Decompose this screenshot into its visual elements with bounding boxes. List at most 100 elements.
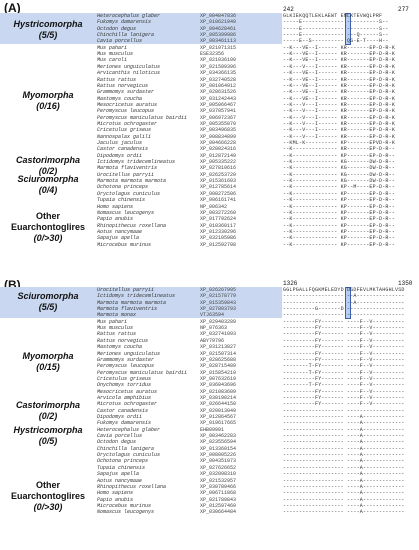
group-count: (0/4): [38, 185, 58, 195]
accession-id: XP_006161741: [200, 197, 237, 204]
sequence: --K-------------- KP-------EP-D-R--: [283, 228, 396, 235]
sequence: ----------FY------- ----F--V----------: [283, 344, 405, 351]
sequence: --K---V---I------ KR-------EP-D-R-K: [283, 120, 396, 127]
species-name: Cavia porcellus: [97, 38, 143, 45]
accession-id: XP_006711868: [200, 490, 237, 497]
panel-b: (B) 1326 1350 Sciuromorpha (5/5) Myomorp…: [0, 270, 419, 550]
sequence: ----------FY------- ----F--V----------: [283, 331, 405, 338]
accession-id: XP_004666228: [200, 140, 237, 146]
species-name: Mastomys coucha: [97, 344, 143, 351]
species-name: Rattus rattus: [97, 331, 137, 338]
sequence: --K-------------- KP-------EP-D-R--: [283, 190, 396, 197]
accession-id: XP_032740528: [200, 76, 237, 83]
species-name: Octodon degus: [97, 25, 137, 32]
accession-id: XP_032741093: [200, 331, 237, 338]
accession-id: XP_004847836: [200, 13, 237, 19]
species-name: Grammomys surdaster: [97, 89, 155, 96]
group-count: (0/15): [36, 362, 60, 372]
sequence: --K-------------- KP-------EP-D-R--: [283, 216, 396, 223]
group-name: Hystricomorpha: [13, 19, 83, 29]
accession-id: XP_012785614: [200, 184, 237, 191]
species-name: Microcebus murinus: [97, 502, 152, 509]
sequence: --K---V---I------ KR-------EP-D-R-K: [283, 63, 396, 70]
accession-id: XP_032105986: [200, 235, 237, 242]
accession-id: XP_003496835: [200, 127, 237, 134]
species-name: Urocitellus parryii: [97, 171, 155, 178]
group-myomorpha: Myomorpha (0/16): [0, 90, 96, 112]
species-name: Mus pahari: [97, 44, 128, 51]
species-name: Papio anubis: [97, 496, 134, 503]
species-name: Nomascus leucogenys: [97, 509, 155, 516]
group-name: Castorimorpha: [15, 155, 80, 165]
sequence: --K-------------- KP-------EP-D-R--: [283, 222, 396, 229]
species-name: Grammomys surdaster: [97, 356, 155, 363]
sequence: ------------------- --A---------------: [283, 293, 405, 300]
sequence: ------------------- ----A-------------: [283, 420, 405, 427]
accession-id: XP_003272260: [200, 209, 237, 216]
sequence: --K-------------- KP-------EP-D-R--: [283, 203, 396, 210]
group-other-euarchontoglires: Other Euarchontoglires (0/>30): [0, 480, 96, 513]
panel-a-highlight: [0, 13, 282, 44]
accession-id: XP_038190214: [200, 394, 237, 401]
sequence: GGLPGALLFQGKMELEDYD DSDFEVLMKTAHGHLVSD: [283, 287, 405, 293]
accession-id: XP_031242443: [200, 95, 237, 102]
sequence: --------T-FY------- ----F--V----------: [283, 382, 405, 389]
species-name: Heterocephalus glaber: [97, 426, 161, 433]
sequence: GLKIEKQQTLEKLAEWT ENLKTEVWQLPRF: [283, 13, 383, 19]
accession-id: XP_013360154: [200, 445, 237, 452]
accession-id: XP_003461113: [200, 38, 237, 45]
group-count: (0/16): [36, 101, 60, 111]
species-name: Dipodomys ordii: [97, 414, 143, 420]
sequence: ----------FY------- ----F--V----------: [283, 401, 405, 408]
accession-id: XP_031213827: [200, 344, 237, 351]
species-name: Mesocricetus auratus: [97, 388, 158, 395]
accession-id: ABY79796: [200, 337, 225, 344]
accession-id: XP_012864567: [200, 414, 237, 420]
sequence: ------------------- ----A-------------: [283, 490, 405, 497]
sequence: --K-------------- KG-------DW-D-R--: [283, 165, 396, 172]
accession-id: XP_015361603: [200, 178, 237, 185]
accession-id: XP_005066467: [200, 101, 237, 108]
species-name: Mus caroli: [97, 57, 128, 64]
species-name: Chinchilla lanigera: [97, 32, 155, 39]
accession-id: XP_015359843: [200, 299, 237, 306]
species-name: Tupaia chinensis: [97, 464, 146, 471]
group-sciuromorpha: Sciuromorpha (0/4): [0, 174, 96, 196]
sequence: -----E------------- ----------S--: [283, 19, 389, 26]
group-name: Myomorpha: [22, 90, 74, 100]
sequence: ------------------- ----A-------------: [283, 464, 405, 471]
species-name: Tupaia chinensis: [97, 197, 146, 204]
accession-id: XP_003462283: [200, 433, 237, 440]
species-name: Cricetulus griseus: [97, 375, 152, 382]
panel-a-pos-end: 277: [398, 6, 409, 13]
sequence: --K---VE--I------ KR-------EP-D-R-K: [283, 95, 396, 102]
sequence: --K-------------- KP-------EP-D-R--: [283, 235, 396, 242]
species-name: Cricetulus griseus: [97, 127, 152, 134]
species-name: Chinchilla lanigera: [97, 445, 155, 452]
species-name: Heterocephalus glaber: [97, 13, 161, 19]
accession-id: NP_006342: [200, 203, 228, 210]
sequence: --------T-FY------- ----F--V----------: [283, 369, 405, 376]
species-name: Peromyscus leucopus: [97, 108, 155, 115]
group-name: Sciuromorpha: [17, 291, 79, 301]
group-hystricomorpha: Hystricomorpha (0/5): [0, 425, 96, 447]
accession-id: XP_030664484: [200, 509, 237, 516]
accession-id: XP_020024316: [200, 146, 237, 153]
sequence: --K---VE--I------ KR-------EP-D-R-K: [283, 76, 396, 83]
group-count: (0/2): [38, 166, 58, 176]
species-name: Rhinopithecus roxellana: [97, 483, 167, 490]
accession-id: EHB09991: [200, 426, 225, 433]
sequence: -----E--S---------- QS-E-T----H--: [283, 38, 389, 45]
sequence: --K-------------- KR-------EP-D-R--: [283, 146, 396, 153]
group-name: Other Euarchontoglires: [10, 211, 85, 232]
species-name: Microtus ochrogaster: [97, 401, 158, 408]
accession-id: XP_032098310: [200, 471, 237, 478]
species-name: Mus musculus: [97, 325, 134, 332]
sequence: ------------------- ----A-------------: [283, 496, 405, 503]
accession-id: XP_015854219: [200, 369, 237, 376]
sequence: ------------------- ----A-------------: [283, 509, 405, 516]
sequence: --K-------------- KP--M----EP-D-R--: [283, 184, 396, 191]
sequence: --K---V---I------ KR-------EP-D-R-K: [283, 127, 396, 134]
species-name: Rattus norvegicus: [97, 337, 149, 344]
sequence: --K-------------- KG-------DW-D-R--: [283, 171, 396, 178]
